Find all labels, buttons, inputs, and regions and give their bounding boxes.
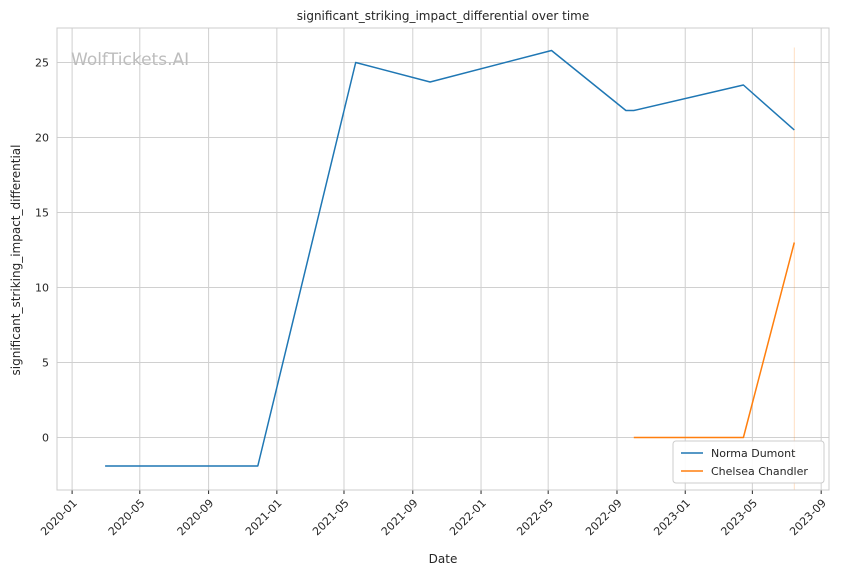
chart-title: significant_striking_impact_differential… — [297, 9, 589, 23]
plot-frame — [56, 27, 830, 491]
grid-layer — [57, 28, 829, 494]
x-axis-label: Date — [429, 552, 458, 566]
y-tick-label: 15 — [35, 207, 49, 220]
y-tick-label: 20 — [35, 132, 49, 145]
series-line-chelsea-chandler — [633, 242, 796, 439]
y-tick-labels: 0 5 10 15 20 25 — [35, 57, 49, 445]
series-layer — [105, 47, 796, 490]
y-axis-label: significant_striking_impact_differential — [9, 145, 23, 376]
series-line-norma-dumont — [105, 49, 795, 467]
y-tick-label: 25 — [35, 57, 49, 70]
legend: Norma Dumont Chelsea Chandler — [672, 440, 825, 484]
legend-label-chelsea-chandler: Chelsea Chandler — [711, 465, 808, 478]
y-tick-label: 5 — [42, 357, 49, 370]
legend-label-norma-dumont: Norma Dumont — [711, 447, 796, 460]
y-tick-label: 10 — [35, 282, 49, 295]
watermark: WolfTickets.AI — [71, 50, 189, 70]
y-tick-label: 0 — [42, 432, 49, 445]
legend-box — [672, 440, 825, 484]
